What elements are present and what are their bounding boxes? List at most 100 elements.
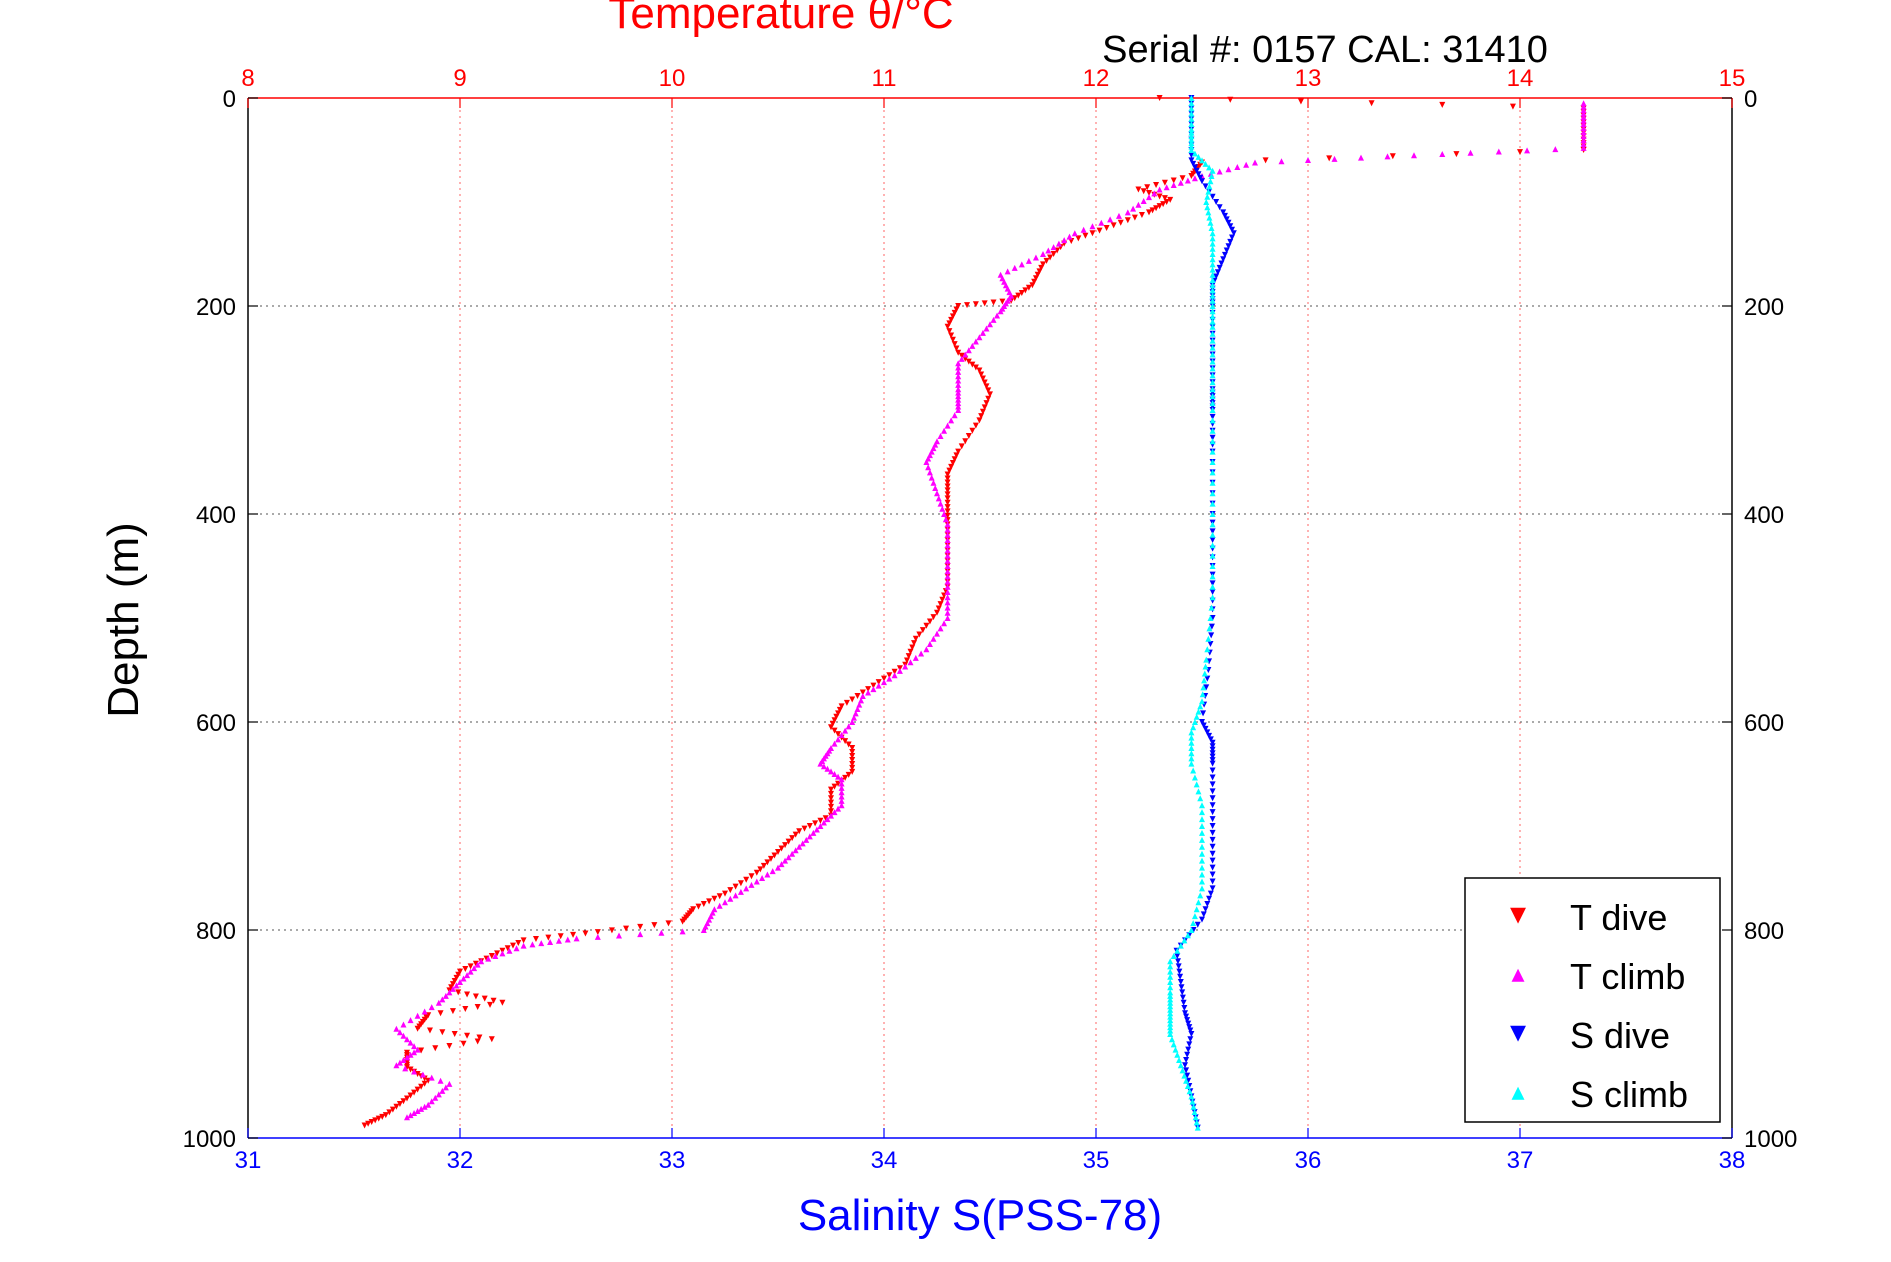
data-point-t-climb [1225,166,1232,173]
data-point-t-climb [775,864,781,871]
data-point-s-dive [1180,999,1187,1006]
data-point-s-climb [1191,913,1198,920]
data-point-t-climb [831,740,838,747]
data-point-t-climb [446,1080,453,1087]
data-point-s-dive [1190,160,1197,167]
data-point-t-climb [402,1065,409,1072]
data-point-t-dive [1297,98,1304,105]
data-point-t-climb [955,360,962,367]
data-point-t-climb [1495,148,1502,155]
data-point-s-dive [1200,722,1207,729]
data-point-t-dive [510,942,516,949]
data-point-s-dive [1184,1072,1191,1079]
data-point-s-dive [1209,836,1216,843]
data-point-s-climb [1209,469,1216,476]
data-point-t-dive [1146,209,1152,216]
data-point-s-dive [1179,989,1186,996]
data-point-t-climb [1163,184,1170,191]
data-point-s-climb [1209,266,1216,273]
data-point-s-climb [1209,400,1216,407]
legend: ▾ T dive ▴ T climb ▾ S dive ▴ S climb [1464,877,1721,1123]
data-point-t-climb [1071,230,1078,237]
data-point-t-dive [460,1040,467,1047]
data-point-t-dive [1043,257,1050,264]
data-point-t-climb [1050,244,1057,251]
data-point-t-dive [1025,284,1032,291]
data-point-s-dive [1209,843,1216,850]
data-point-s-climb [1167,1017,1174,1024]
data-point-t-dive [608,927,615,934]
data-point-t-dive [903,657,910,664]
data-point-t-climb [743,885,750,892]
data-point-t-climb [1411,152,1417,159]
data-point-s-climb [1188,140,1195,147]
data-point-t-climb [896,667,903,674]
data-point-t-climb [955,407,962,413]
data-point-t-climb [421,1008,428,1015]
data-point-t-climb [1146,194,1152,201]
data-point-t-climb [948,417,955,424]
data-point-t-climb [902,663,909,670]
data-point-t-climb [727,895,734,902]
data-point-t-dive [368,1119,375,1126]
data-point-t-dive [545,934,552,941]
data-point-t-dive [949,336,956,343]
top-tick-label: 14 [1507,65,1534,92]
data-point-t-climb [778,861,785,868]
data-point-t-dive [499,999,506,1006]
data-point-s-climb [1208,225,1215,231]
data-point-t-dive [999,298,1006,305]
top-tick-label: 10 [659,65,686,92]
data-point-s-dive [1209,753,1216,760]
data-point-s-climb [1191,774,1198,781]
data-point-t-dive [828,799,834,806]
data-point-t-dive [451,977,458,984]
data-point-t-climb [944,568,951,575]
data-point-s-dive [1185,1046,1192,1053]
data-point-s-climb [1201,670,1208,677]
data-point-s-climb [1209,438,1216,445]
data-layer [361,95,1587,1131]
data-point-s-climb [1167,984,1174,991]
data-point-s-climb [1167,996,1174,1003]
data-point-t-climb [1080,226,1087,233]
data-point-t-dive [1262,157,1269,164]
data-point-t-dive [711,895,718,902]
data-point-t-climb [886,675,893,682]
data-point-t-climb [859,693,866,699]
data-point-t-climb [828,768,834,775]
data-point-t-dive [760,862,767,869]
data-point-s-climb [1199,698,1205,705]
data-point-t-dive [849,760,856,767]
data-point-t-climb [1439,150,1446,157]
data-point-s-climb [1188,745,1195,751]
data-point-t-climb [944,537,951,543]
data-point-s-climb [1209,277,1216,283]
data-point-s-climb [1202,663,1209,670]
data-point-t-dive [972,422,979,429]
data-point-s-dive [1184,1051,1191,1058]
data-point-s-climb [1209,386,1216,393]
data-point-t-dive [828,795,834,802]
data-point-t-climb [912,654,919,661]
data-point-s-climb [1209,511,1216,517]
data-point-t-dive [407,1092,414,1099]
data-point-t-dive [722,890,728,897]
data-point-s-dive [1179,994,1186,1001]
data-point-t-dive [983,400,990,407]
data-point-t-climb [955,393,962,400]
data-point-t-dive [1453,151,1460,158]
data-point-t-dive [462,966,469,972]
data-point-t-dive [965,433,972,439]
data-point-s-climb [1193,713,1200,720]
data-point-s-dive [1181,1005,1188,1011]
data-point-s-climb [1190,920,1197,927]
data-point-t-dive [487,1001,494,1008]
data-point-t-dive [953,345,960,352]
data-point-t-climb [547,938,554,945]
data-point-t-dive [1509,103,1516,110]
data-point-t-dive [955,303,962,309]
data-point-t-dive [1153,205,1160,212]
legend-label-s-climb: S climb [1570,1074,1688,1115]
data-point-t-climb [1467,149,1474,156]
